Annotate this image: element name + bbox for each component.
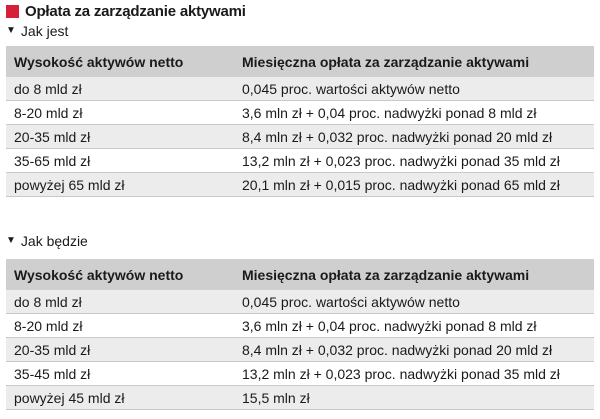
- fee-table-future: Wysokość aktywów netto Miesięczna opłata…: [6, 259, 594, 410]
- table-row: 20-35 mld zł 8,4 mln zł + 0,032 proc. na…: [6, 125, 594, 149]
- assets-cell: do 8 mld zł: [14, 293, 82, 310]
- fee-cell: 13,2 mln zł + 0,023 proc. nadwyżki ponad…: [242, 152, 560, 169]
- page-title: Opłata za zarządzanie aktywami: [25, 2, 246, 20]
- assets-cell: do 8 mld zł: [14, 80, 82, 97]
- down-arrow-icon: ▼: [6, 24, 16, 36]
- assets-cell: powyżej 65 mld zł: [14, 176, 125, 193]
- assets-cell: 20-35 mld zł: [14, 341, 91, 358]
- section-label-text: Jak jest: [20, 23, 69, 39]
- assets-cell: powyżej 45 mld zł: [14, 389, 125, 406]
- fee-cell: 3,6 mln zł + 0,04 proc. nadwyżki ponad 8…: [242, 317, 537, 334]
- title-row: Opłata za zarządzanie aktywami: [6, 2, 246, 20]
- red-square-icon: [6, 4, 19, 18]
- table-row: do 8 mld zł 0,045 proc. wartości aktywów…: [6, 77, 594, 101]
- section-label-current: ▼ Jak jest: [6, 22, 68, 40]
- table-row: 20-35 mld zł 8,4 mln zł + 0,032 proc. na…: [6, 338, 594, 362]
- down-arrow-icon: ▼: [6, 234, 16, 246]
- table-row: 8-20 mld zł 3,6 mln zł + 0,04 proc. nadw…: [6, 314, 594, 338]
- column-header-assets: Wysokość aktywów netto: [14, 266, 184, 283]
- table-header: Wysokość aktywów netto Miesięczna opłata…: [6, 46, 594, 77]
- fee-cell: 13,2 mln zł + 0,023 proc. nadwyżki ponad…: [242, 365, 560, 382]
- fee-cell: 20,1 mln zł + 0,015 proc. nadwyżki ponad…: [242, 176, 560, 193]
- assets-cell: 35-45 mld zł: [14, 365, 91, 382]
- assets-cell: 8-20 mld zł: [14, 104, 83, 121]
- table-row: powyżej 45 mld zł 15,5 mln zł: [6, 386, 594, 410]
- fee-cell: 8,4 mln zł + 0,032 proc. nadwyżki ponad …: [242, 128, 553, 145]
- assets-cell: 8-20 mld zł: [14, 317, 83, 334]
- fee-cell: 3,6 mln zł + 0,04 proc. nadwyżki ponad 8…: [242, 104, 537, 121]
- column-header-assets: Wysokość aktywów netto: [14, 53, 184, 70]
- table-row: 8-20 mld zł 3,6 mln zł + 0,04 proc. nadw…: [6, 101, 594, 125]
- fee-cell: 8,4 mln zł + 0,032 proc. nadwyżki ponad …: [242, 341, 553, 358]
- table-row: do 8 mld zł 0,045 proc. wartości aktywów…: [6, 290, 594, 314]
- assets-cell: 20-35 mld zł: [14, 128, 91, 145]
- table-row: 35-65 mld zł 13,2 mln zł + 0,023 proc. n…: [6, 149, 594, 173]
- section-label-future: ▼ Jak będzie: [6, 232, 88, 250]
- column-header-fee: Miesięczna opłata za zarządzanie aktywam…: [242, 53, 530, 70]
- table-row: 35-45 mld zł 13,2 mln zł + 0,023 proc. n…: [6, 362, 594, 386]
- fee-table-current: Wysokość aktywów netto Miesięczna opłata…: [6, 46, 594, 197]
- assets-cell: 35-65 mld zł: [14, 152, 91, 169]
- column-header-fee: Miesięczna opłata za zarządzanie aktywam…: [242, 266, 530, 283]
- fee-cell: 0,045 proc. wartości aktywów netto: [242, 293, 460, 310]
- section-label-text: Jak będzie: [20, 233, 88, 249]
- table-row: powyżej 65 mld zł 20,1 mln zł + 0,015 pr…: [6, 173, 594, 197]
- fee-cell: 15,5 mln zł: [242, 389, 310, 406]
- fee-cell: 0,045 proc. wartości aktywów netto: [242, 80, 460, 97]
- table-header: Wysokość aktywów netto Miesięczna opłata…: [6, 259, 594, 290]
